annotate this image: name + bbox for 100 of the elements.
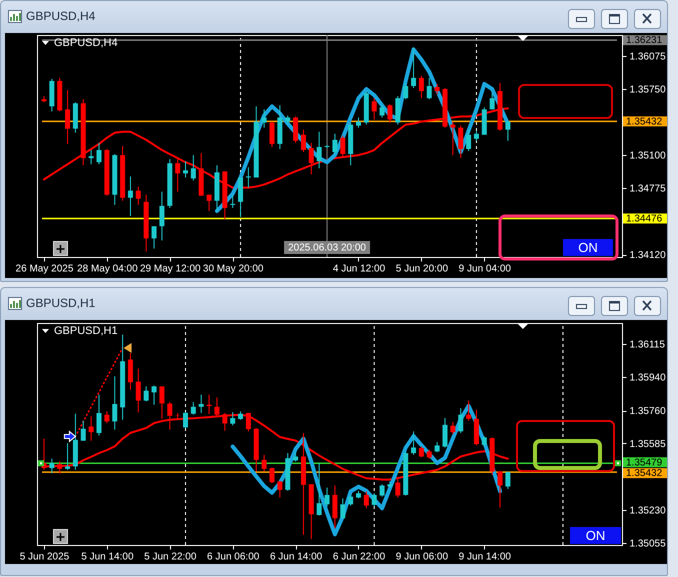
candlestick (474, 130, 479, 142)
x-tick-label: 6 Jun 14:00 (270, 552, 323, 562)
candlestick (270, 467, 274, 484)
candlestick (380, 484, 385, 498)
candlestick (270, 121, 274, 148)
candlestick (372, 98, 377, 120)
candlestick (387, 104, 392, 124)
button: ON (563, 239, 613, 256)
candlestick (332, 485, 338, 529)
candlestick (285, 114, 290, 126)
candlestick (159, 191, 164, 241)
y-tick-label: 1.35100 (630, 150, 666, 162)
candlestick (340, 135, 346, 157)
candlestick (136, 186, 141, 206)
candlestick (450, 121, 456, 156)
annotation: GBPUSD,H1 (54, 325, 118, 338)
candlestick (136, 368, 141, 413)
candlestick (277, 480, 282, 498)
candlestick (498, 470, 503, 508)
candlestick (96, 142, 102, 165)
y-tick-label: 1.35760 (630, 406, 666, 418)
y-tick-label: 1.36075 (630, 52, 666, 63)
candlestick (246, 166, 251, 188)
candlestick (230, 412, 236, 426)
candlestick (190, 402, 196, 416)
x-tick-label: 9 Jun 06:00 (396, 552, 448, 562)
x-tick-label: 5 Jun 2025 (20, 552, 70, 562)
x-tick-label: 6 Jun 06:00 (207, 552, 260, 562)
candlestick (372, 492, 377, 508)
candlestick (293, 452, 298, 462)
candlestick (380, 104, 385, 118)
candlestick (96, 394, 102, 436)
candlestick (450, 422, 456, 435)
candlestick (348, 494, 354, 506)
candlestick (144, 386, 149, 402)
candlestick (230, 194, 236, 208)
chart-title: GBPUSD,H4 (26, 9, 96, 23)
ref-line-label: 1.34476 (626, 213, 663, 224)
candlestick (434, 83, 440, 95)
x-tick-label: 5 Jun 20:00 (396, 264, 448, 274)
y-tick-label: 1.35585 (630, 438, 666, 450)
candlestick (316, 131, 322, 169)
annotation: 2025.06.03 20:00 (288, 242, 366, 254)
chart-title: GBPUSD,H1 (26, 296, 96, 310)
candlestick (332, 133, 338, 155)
candlestick (206, 194, 212, 212)
candlestick (80, 420, 86, 442)
candlestick (434, 442, 440, 453)
annotation: ON (578, 240, 598, 255)
y-tick-label: 1.35230 (630, 505, 666, 516)
y-tick-label: 1.34775 (630, 184, 666, 195)
candlestick (65, 90, 70, 144)
candlestick (183, 412, 188, 428)
line-series (230, 404, 502, 536)
x-tick-label: 5 Jun 22:00 (144, 552, 197, 562)
candlestick (65, 442, 70, 470)
candlestick (411, 46, 416, 89)
x-tick-label: 29 May 12:00 (140, 264, 202, 274)
candlestick (128, 352, 133, 390)
candlestick (104, 410, 110, 424)
candlestick (308, 142, 314, 175)
x-tick-label: 30 May 20:00 (202, 264, 264, 274)
candlestick (411, 430, 416, 456)
candlestick (300, 129, 306, 153)
candlestick (466, 129, 472, 152)
ref-line-label: 1.36231 (626, 35, 663, 46)
x-tick-label: 5 Jun 14:00 (81, 552, 134, 562)
ref-line-label: 1.35432 (626, 468, 663, 480)
y-tick-label: 1.35750 (630, 84, 666, 96)
x-tick-label: 9 Jun 14:00 (458, 552, 512, 562)
button: ON (570, 527, 621, 544)
candlestick (505, 121, 510, 142)
x-tick-label: 4 Jun 12:00 (332, 264, 386, 274)
x-tick-label: 9 Jun 04:00 (458, 264, 512, 274)
x-tick-label: 26 May 2025 (16, 264, 74, 274)
candlestick (340, 498, 346, 520)
annotation: ON (586, 528, 606, 543)
candlestick (88, 416, 94, 442)
annotation: GBPUSD,H4 (54, 37, 118, 50)
x-tick-label: 28 May 04:00 (77, 264, 138, 274)
candlestick (490, 92, 495, 110)
candlestick (458, 408, 464, 434)
candlestick (324, 487, 330, 508)
candlestick (112, 376, 118, 430)
candlestick (152, 385, 157, 406)
candlestick (482, 436, 487, 448)
y-tick-label: 1.35055 (630, 538, 666, 550)
ref-line-label: 1.35479 (626, 457, 663, 468)
candlestick (356, 117, 361, 128)
candlestick (442, 418, 448, 448)
y-tick-label: 1.34120 (630, 250, 666, 262)
candlestick (466, 400, 472, 422)
y-tick-label: 1.36115 (630, 340, 666, 350)
candlestick (364, 491, 369, 509)
candlestick (458, 125, 464, 159)
x-tick-label: 6 Jun 22:00 (332, 552, 386, 562)
candlestick (198, 394, 204, 414)
candlestick (418, 446, 424, 458)
candlestick (152, 226, 157, 250)
candlestick (57, 461, 62, 474)
